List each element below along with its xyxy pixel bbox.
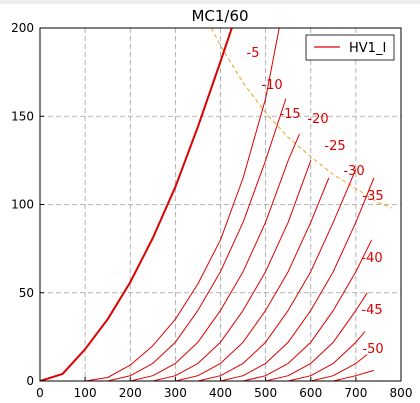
y-tick-label-150: 150 [11,109,34,123]
chart-title: MC1/60 [191,7,248,25]
curve-label-minus15: -15 [279,107,300,122]
x-tick-label-500: 500 [254,386,277,400]
curve-label-minus50: -50 [362,342,383,357]
x-tick-label-600: 600 [299,386,322,400]
curve-label-minus10: -10 [261,78,282,93]
x-tick-label-300: 300 [164,386,187,400]
curve-label-minus5: -5 [247,46,260,61]
x-tick-label-400: 400 [209,386,232,400]
curve-label-minus45: -45 [361,303,382,318]
curve-vg-15 [107,133,300,381]
curve-vg-45 [243,292,368,381]
curve-label-minus30: -30 [343,164,364,179]
curve-vg-30 [175,169,357,381]
curve-vg-60 [310,369,375,381]
curve-vg-25 [152,177,330,381]
curve-vg-20 [130,160,312,381]
y-tick-label-50: 50 [19,286,34,300]
curve-vg-10 [85,98,287,381]
y-tick-label-200: 200 [11,21,34,35]
curve-vg-35 [197,177,375,381]
curve-labels: -5 -10 -15 -20 -25 -30 -35 -40 -45 -50 [247,46,384,357]
legend: HV1_I [305,34,395,61]
x-tick-label-700: 700 [344,386,367,400]
x-tick-label-800: 800 [390,386,413,400]
curve-vg-40 [220,239,373,381]
plate-curves [40,28,375,381]
x-tick-label-100: 100 [74,386,97,400]
curve-vg-50 [265,331,366,381]
y-tick-label-0: 0 [26,374,34,388]
y-tick-label-100: 100 [11,198,34,212]
x-tick-label-200: 200 [119,386,142,400]
curve-label-minus35: -35 [362,189,383,204]
axis-ticks: 0 100 200 300 400 500 600 700 800 0 50 100 150 200 [11,21,412,400]
curve-label-minus40: -40 [361,251,382,266]
legend-label: HV1_I [349,41,386,56]
x-tick-label-0: 0 [36,386,44,400]
curve-label-minus25: -25 [324,139,345,154]
curve-vg-55 [288,354,368,381]
curve-label-minus20: -20 [307,112,328,127]
curve-vg-5 [40,28,280,381]
window-top-strip [0,0,420,4]
curve-vg0 [40,28,233,381]
